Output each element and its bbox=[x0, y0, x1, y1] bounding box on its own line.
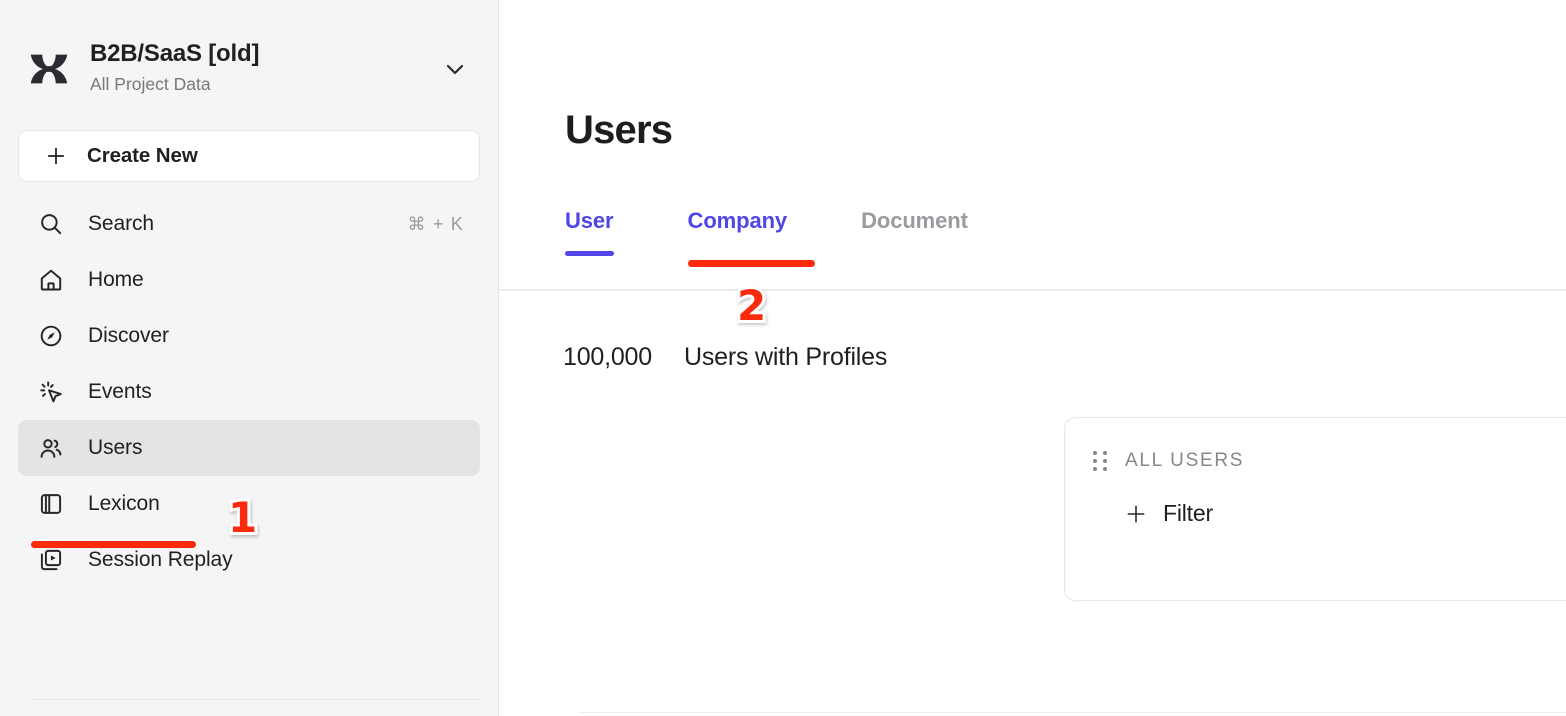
mixpanel-x-logo-icon bbox=[26, 46, 72, 92]
create-new-button[interactable]: Create New bbox=[18, 130, 480, 182]
tab-document[interactable]: Document bbox=[861, 208, 968, 233]
annotation-number-2: 2 bbox=[734, 281, 769, 330]
drag-handle-icon[interactable] bbox=[1093, 451, 1107, 471]
search-icon bbox=[36, 209, 66, 239]
sidebar-item-label: Home bbox=[88, 268, 144, 291]
sidebar-item-label: Discover bbox=[88, 324, 169, 347]
sidebar-item-label: Search bbox=[88, 212, 154, 235]
add-filter-button[interactable]: Filter bbox=[1125, 500, 1213, 527]
sidebar-item-session-replay[interactable]: Session Replay bbox=[18, 532, 480, 588]
profile-count-value: 100,000 bbox=[563, 343, 652, 371]
compass-icon bbox=[36, 321, 66, 351]
project-name: B2B/SaaS [old] bbox=[90, 40, 260, 68]
sidebar-item-lexicon[interactable]: Lexicon bbox=[18, 476, 480, 532]
sidebar-item-label: Session Replay bbox=[88, 548, 233, 571]
add-filter-label: Filter bbox=[1163, 500, 1213, 526]
sidebar-item-label: Lexicon bbox=[88, 492, 160, 515]
tab-user[interactable]: User bbox=[565, 208, 614, 256]
annotation-number-1: 1 bbox=[225, 493, 260, 542]
entity-tabs: User Company Document bbox=[565, 200, 1042, 256]
home-icon bbox=[36, 265, 66, 295]
tab-company[interactable]: Company bbox=[687, 208, 788, 233]
profile-count-row: 100,000 Users with Profiles bbox=[563, 343, 887, 372]
project-switcher[interactable]: B2B/SaaS [old] All Project Data bbox=[0, 0, 498, 108]
sidebar-item-label: Users bbox=[88, 436, 143, 459]
sidebar-item-search[interactable]: Search ⌘ + K bbox=[18, 196, 480, 252]
all-users-filter-card: ALL USERS Filter bbox=[1064, 417, 1566, 601]
sidebar-divider bbox=[34, 698, 480, 700]
chevron-down-icon[interactable] bbox=[440, 54, 470, 84]
page-title: Users bbox=[565, 108, 673, 152]
lexicon-book-icon bbox=[36, 489, 66, 519]
main-bottom-divider bbox=[579, 711, 1566, 713]
tabs-divider bbox=[499, 289, 1566, 291]
sidebar-item-events[interactable]: Events bbox=[18, 364, 480, 420]
sidebar-item-users[interactable]: Users bbox=[18, 420, 480, 476]
sidebar-item-home[interactable]: Home bbox=[18, 252, 480, 308]
plus-icon bbox=[45, 145, 67, 167]
create-new-label: Create New bbox=[87, 144, 198, 167]
sidebar: B2B/SaaS [old] All Project Data Create N… bbox=[0, 0, 499, 716]
search-shortcut-hint: ⌘ + K bbox=[407, 213, 464, 234]
session-replay-icon bbox=[36, 545, 66, 575]
project-subtitle: All Project Data bbox=[90, 74, 211, 95]
cursor-click-icon bbox=[36, 377, 66, 407]
plus-icon bbox=[1125, 503, 1147, 525]
profile-count-label: Users with Profiles bbox=[683, 343, 888, 371]
annotation-underline-2 bbox=[688, 260, 815, 267]
sidebar-nav: Search ⌘ + K Home Discover bbox=[0, 196, 498, 588]
card-header: ALL USERS bbox=[1065, 418, 1566, 472]
annotation-underline-1 bbox=[31, 541, 196, 548]
sidebar-item-label: Events bbox=[88, 380, 152, 403]
users-icon bbox=[36, 433, 66, 463]
sidebar-item-discover[interactable]: Discover bbox=[18, 308, 480, 364]
card-title: ALL USERS bbox=[1125, 450, 1245, 471]
main-content: Users User Company Document 100,000 User… bbox=[499, 0, 1566, 716]
